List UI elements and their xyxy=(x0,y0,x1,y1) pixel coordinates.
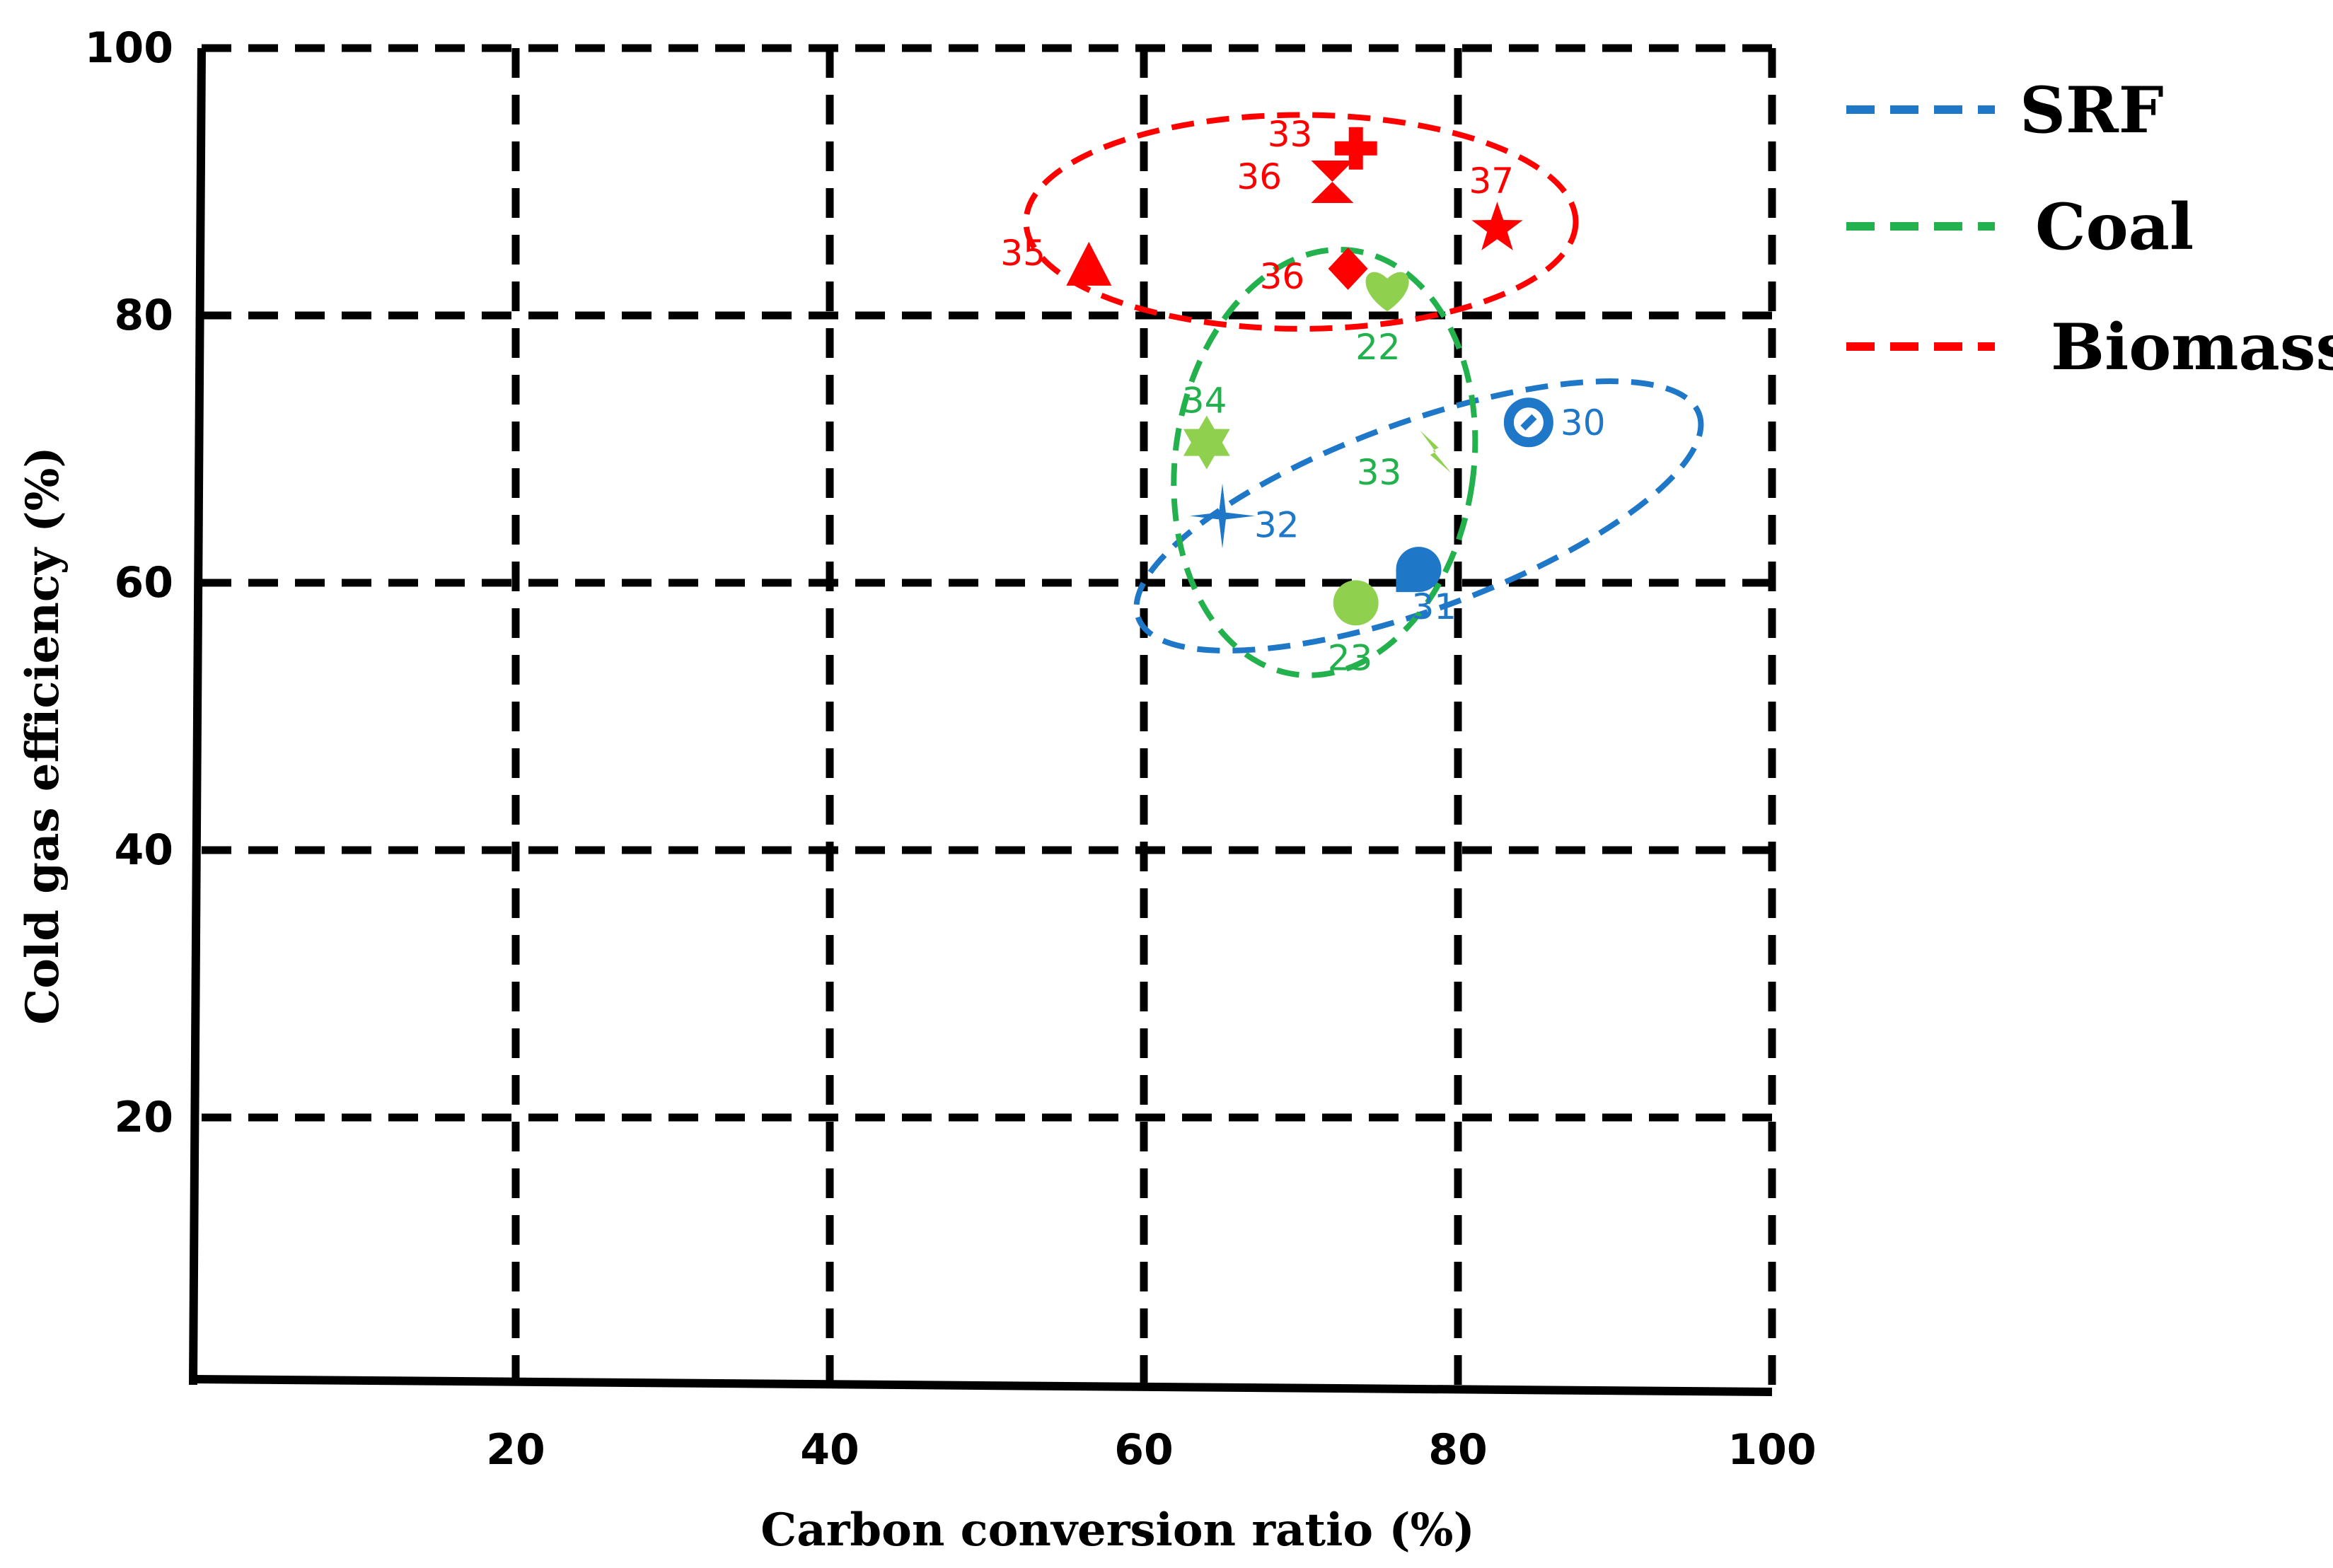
grid-lines xyxy=(202,44,1776,1385)
legend-item-biomass: Biomass xyxy=(1846,310,2333,385)
x-axis-line xyxy=(192,1375,1773,1396)
data-point-srf-32: 32 xyxy=(1190,483,1299,549)
series-coal: 22 23 33 34 xyxy=(1182,272,1452,678)
series-srf: 30 31 32 xyxy=(1190,397,1606,627)
data-label: 23 xyxy=(1328,637,1373,678)
marker xyxy=(1520,414,1537,431)
marker xyxy=(1183,415,1230,470)
data-label: 35 xyxy=(1000,233,1046,274)
axes xyxy=(189,47,1773,1396)
marker xyxy=(1365,272,1409,312)
data-points: 30 31 32 22 23 33 34 33 35 36 36 37 xyxy=(1000,114,1605,679)
marker xyxy=(1471,202,1523,250)
data-label: 34 xyxy=(1182,381,1227,422)
data-label: 33 xyxy=(1268,114,1313,155)
marker xyxy=(1396,547,1442,593)
marker xyxy=(1503,397,1553,448)
data-label: 37 xyxy=(1469,161,1515,202)
data-point-coal-23: 23 xyxy=(1328,580,1379,678)
data-label: 31 xyxy=(1412,586,1457,627)
legend-item-coal: Coal xyxy=(1846,190,2194,265)
data-point-biomass-35: 35 xyxy=(1000,233,1112,286)
y-tick-label: 40 xyxy=(115,825,174,875)
legend: SRF Coal Biomass xyxy=(1846,73,2333,385)
tick-labels: 20 40 60 80 100 20 40 60 80 100 xyxy=(85,23,1817,1475)
legend-label: Coal xyxy=(2035,190,2194,265)
data-label: 36 xyxy=(1260,256,1305,297)
marker xyxy=(1066,241,1112,286)
data-label: 36 xyxy=(1237,156,1282,197)
data-point-biomass-37: 37 xyxy=(1469,161,1523,250)
x-tick-label: 20 xyxy=(486,1425,545,1475)
data-point-biomass-36: 36 xyxy=(1260,247,1368,297)
y-axis-line xyxy=(189,47,206,1386)
data-point-srf-31: 31 xyxy=(1396,547,1457,627)
data-point-biomass-36: 36 xyxy=(1237,156,1354,203)
marker xyxy=(1190,483,1255,549)
ellipse-coal xyxy=(1171,247,1478,678)
data-point-coal-34: 34 xyxy=(1182,381,1230,470)
data-label: 30 xyxy=(1561,402,1606,443)
legend-label: SRF xyxy=(2020,73,2164,148)
data-point-biomass-33: 33 xyxy=(1268,114,1377,170)
marker xyxy=(1420,431,1452,473)
group-ellipses xyxy=(1023,112,1704,678)
data-point-coal-22: 22 xyxy=(1355,272,1409,368)
ellipse-biomass xyxy=(1023,112,1579,332)
data-label: 32 xyxy=(1254,505,1299,546)
data-label: 33 xyxy=(1357,452,1402,493)
marker xyxy=(1328,247,1368,290)
data-point-coal-33: 33 xyxy=(1357,431,1452,493)
y-tick-label: 20 xyxy=(115,1093,174,1142)
ellipse-srf xyxy=(1133,378,1704,654)
marker xyxy=(1311,161,1354,203)
y-tick-label: 80 xyxy=(115,291,174,340)
y-tick-label: 100 xyxy=(85,23,173,73)
x-tick-label: 40 xyxy=(800,1425,859,1475)
data-point-srf-30: 30 xyxy=(1503,397,1606,448)
legend-item-srf: SRF xyxy=(1846,73,2164,148)
marker xyxy=(1334,127,1377,170)
y-tick-label: 60 xyxy=(115,558,174,608)
x-tick-label: 80 xyxy=(1428,1425,1488,1475)
y-axis-title: Cold gas efficiency (%) xyxy=(16,446,69,1024)
x-tick-label: 60 xyxy=(1114,1425,1174,1475)
legend-label: Biomass xyxy=(2051,310,2333,385)
x-axis-title: Carbon conversion ratio (%) xyxy=(760,1504,1474,1557)
data-label: 22 xyxy=(1355,327,1401,368)
x-tick-label: 100 xyxy=(1727,1425,1816,1475)
series-biomass: 33 35 36 36 37 xyxy=(1000,114,1523,297)
marker xyxy=(1333,580,1379,626)
